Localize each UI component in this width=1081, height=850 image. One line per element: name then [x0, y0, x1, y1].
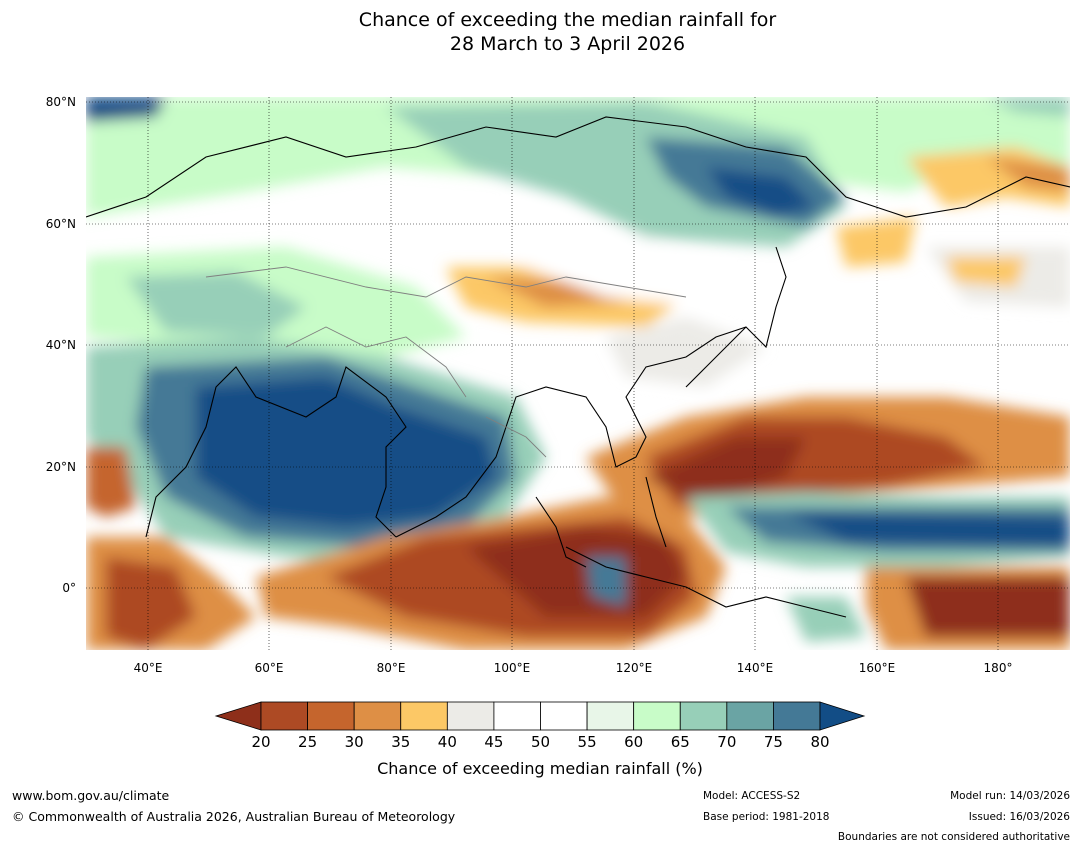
colorbar-cell [633, 701, 681, 731]
title-line-1: Chance of exceeding the median rainfall … [358, 9, 777, 31]
lon-label-40e: 40°E [133, 661, 163, 675]
lat-label-20n: 20°N [45, 460, 76, 474]
colorbar-tick-label: 70 [717, 733, 737, 751]
colorbar-extend-high [819, 701, 866, 731]
title-line-2: 28 March to 3 April 2026 [449, 33, 686, 55]
colorbar-cells [214, 701, 866, 731]
coastlines [86, 116, 1070, 618]
colorbar-tick-label: 50 [530, 733, 551, 751]
lon-label-120e: 120°E [615, 661, 653, 675]
disclaimer-text: Boundaries are not considered authoritat… [837, 831, 1070, 843]
colorbar [214, 701, 866, 731]
colorbar-cell [586, 701, 635, 731]
colorbar-cell [679, 701, 728, 731]
colorbar-cell [493, 701, 541, 731]
lat-label-80n: 80°N [45, 95, 76, 109]
boundaries [205, 266, 687, 458]
graticule [86, 97, 1070, 650]
colorbar-tick-label: 30 [344, 733, 364, 751]
colorbar-cell [260, 701, 308, 731]
colorbar-tick-label: 20 [251, 733, 271, 751]
rainfall-map [86, 97, 1070, 650]
base-period-text: Base period: 1981-2018 [703, 811, 830, 823]
colorbar-tick-label: 40 [437, 733, 457, 751]
colorbar-tick-label: 45 [484, 733, 504, 751]
lon-label-140e: 140°E [736, 661, 774, 675]
colorbar-cell [400, 701, 448, 731]
lat-label-40n: 40°N [45, 338, 76, 352]
colorbar-tick-label: 25 [298, 733, 318, 751]
colorbar-tick-label: 65 [670, 733, 690, 751]
colorbar-cell [726, 701, 774, 731]
lat-label-60n: 60°N [45, 217, 76, 231]
issued-text: Issued: 16/03/2026 [968, 811, 1070, 823]
colorbar-label: Chance of exceeding median rainfall (%) [377, 759, 703, 778]
colorbar-cell [773, 701, 821, 731]
map-canvas [86, 97, 1070, 650]
lon-label-180: 180° [983, 661, 1013, 675]
lon-label-100e: 100°E [493, 661, 531, 675]
colorbar-tick-label: 60 [624, 733, 644, 751]
lon-label-80e: 80°E [376, 661, 406, 675]
website-link[interactable]: www.bom.gov.au/climate [12, 788, 170, 803]
lon-label-160e: 160°E [858, 661, 896, 675]
copyright-text: © Commonwealth of Australia 2026, Austra… [12, 809, 456, 824]
colorbar-cell [307, 701, 355, 731]
colorbar-cell [353, 701, 402, 731]
colorbar-cell [540, 701, 588, 731]
colorbar-tick-label: 80 [810, 733, 830, 751]
colorbar-cell [446, 701, 495, 731]
colorbar-tick-label: 55 [577, 733, 597, 751]
lon-label-60e: 60°E [254, 661, 284, 675]
model-run-text: Model run: 14/03/2026 [950, 790, 1070, 802]
colorbar-extend-low [214, 701, 262, 731]
probability-field [86, 97, 1070, 650]
colorbar-tick-label: 35 [391, 733, 411, 751]
lat-label-0: 0° [62, 581, 76, 595]
colorbar-tick-label: 75 [763, 733, 783, 751]
chart-title: Chance of exceeding the median rainfall … [0, 8, 1081, 56]
model-text: Model: ACCESS-S2 [703, 790, 801, 802]
